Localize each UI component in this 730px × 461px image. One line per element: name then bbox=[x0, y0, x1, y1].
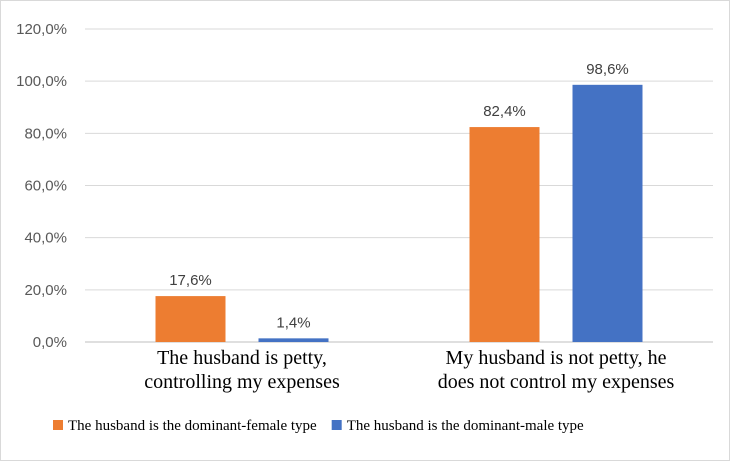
data-label: 17,6% bbox=[169, 272, 212, 289]
bar bbox=[258, 338, 329, 342]
bar bbox=[469, 127, 540, 342]
bar bbox=[155, 296, 226, 342]
y-tick-label: 120,0% bbox=[16, 21, 67, 38]
y-tick-label: 100,0% bbox=[16, 73, 67, 90]
data-label: 1,4% bbox=[276, 314, 310, 331]
data-label: 98,6% bbox=[586, 61, 629, 78]
legend-swatch bbox=[53, 420, 63, 430]
y-tick-label: 20,0% bbox=[24, 282, 67, 299]
category-label: The husband is petty, controlling my expe… bbox=[144, 347, 340, 393]
legend-swatch bbox=[331, 420, 342, 430]
legend-label: The husband is the dominant-male type bbox=[347, 418, 584, 434]
y-tick-label: 40,0% bbox=[24, 230, 67, 247]
bar bbox=[572, 84, 643, 343]
data-label: 82,4% bbox=[483, 103, 526, 120]
y-tick-label: 60,0% bbox=[24, 178, 67, 195]
y-tick-label: 80,0% bbox=[24, 125, 67, 142]
category-label: My husband is not petty, he does not cont… bbox=[438, 347, 675, 393]
legend-label: The husband is the dominant-female type bbox=[68, 418, 317, 434]
y-tick-label: 0,0% bbox=[33, 334, 67, 351]
